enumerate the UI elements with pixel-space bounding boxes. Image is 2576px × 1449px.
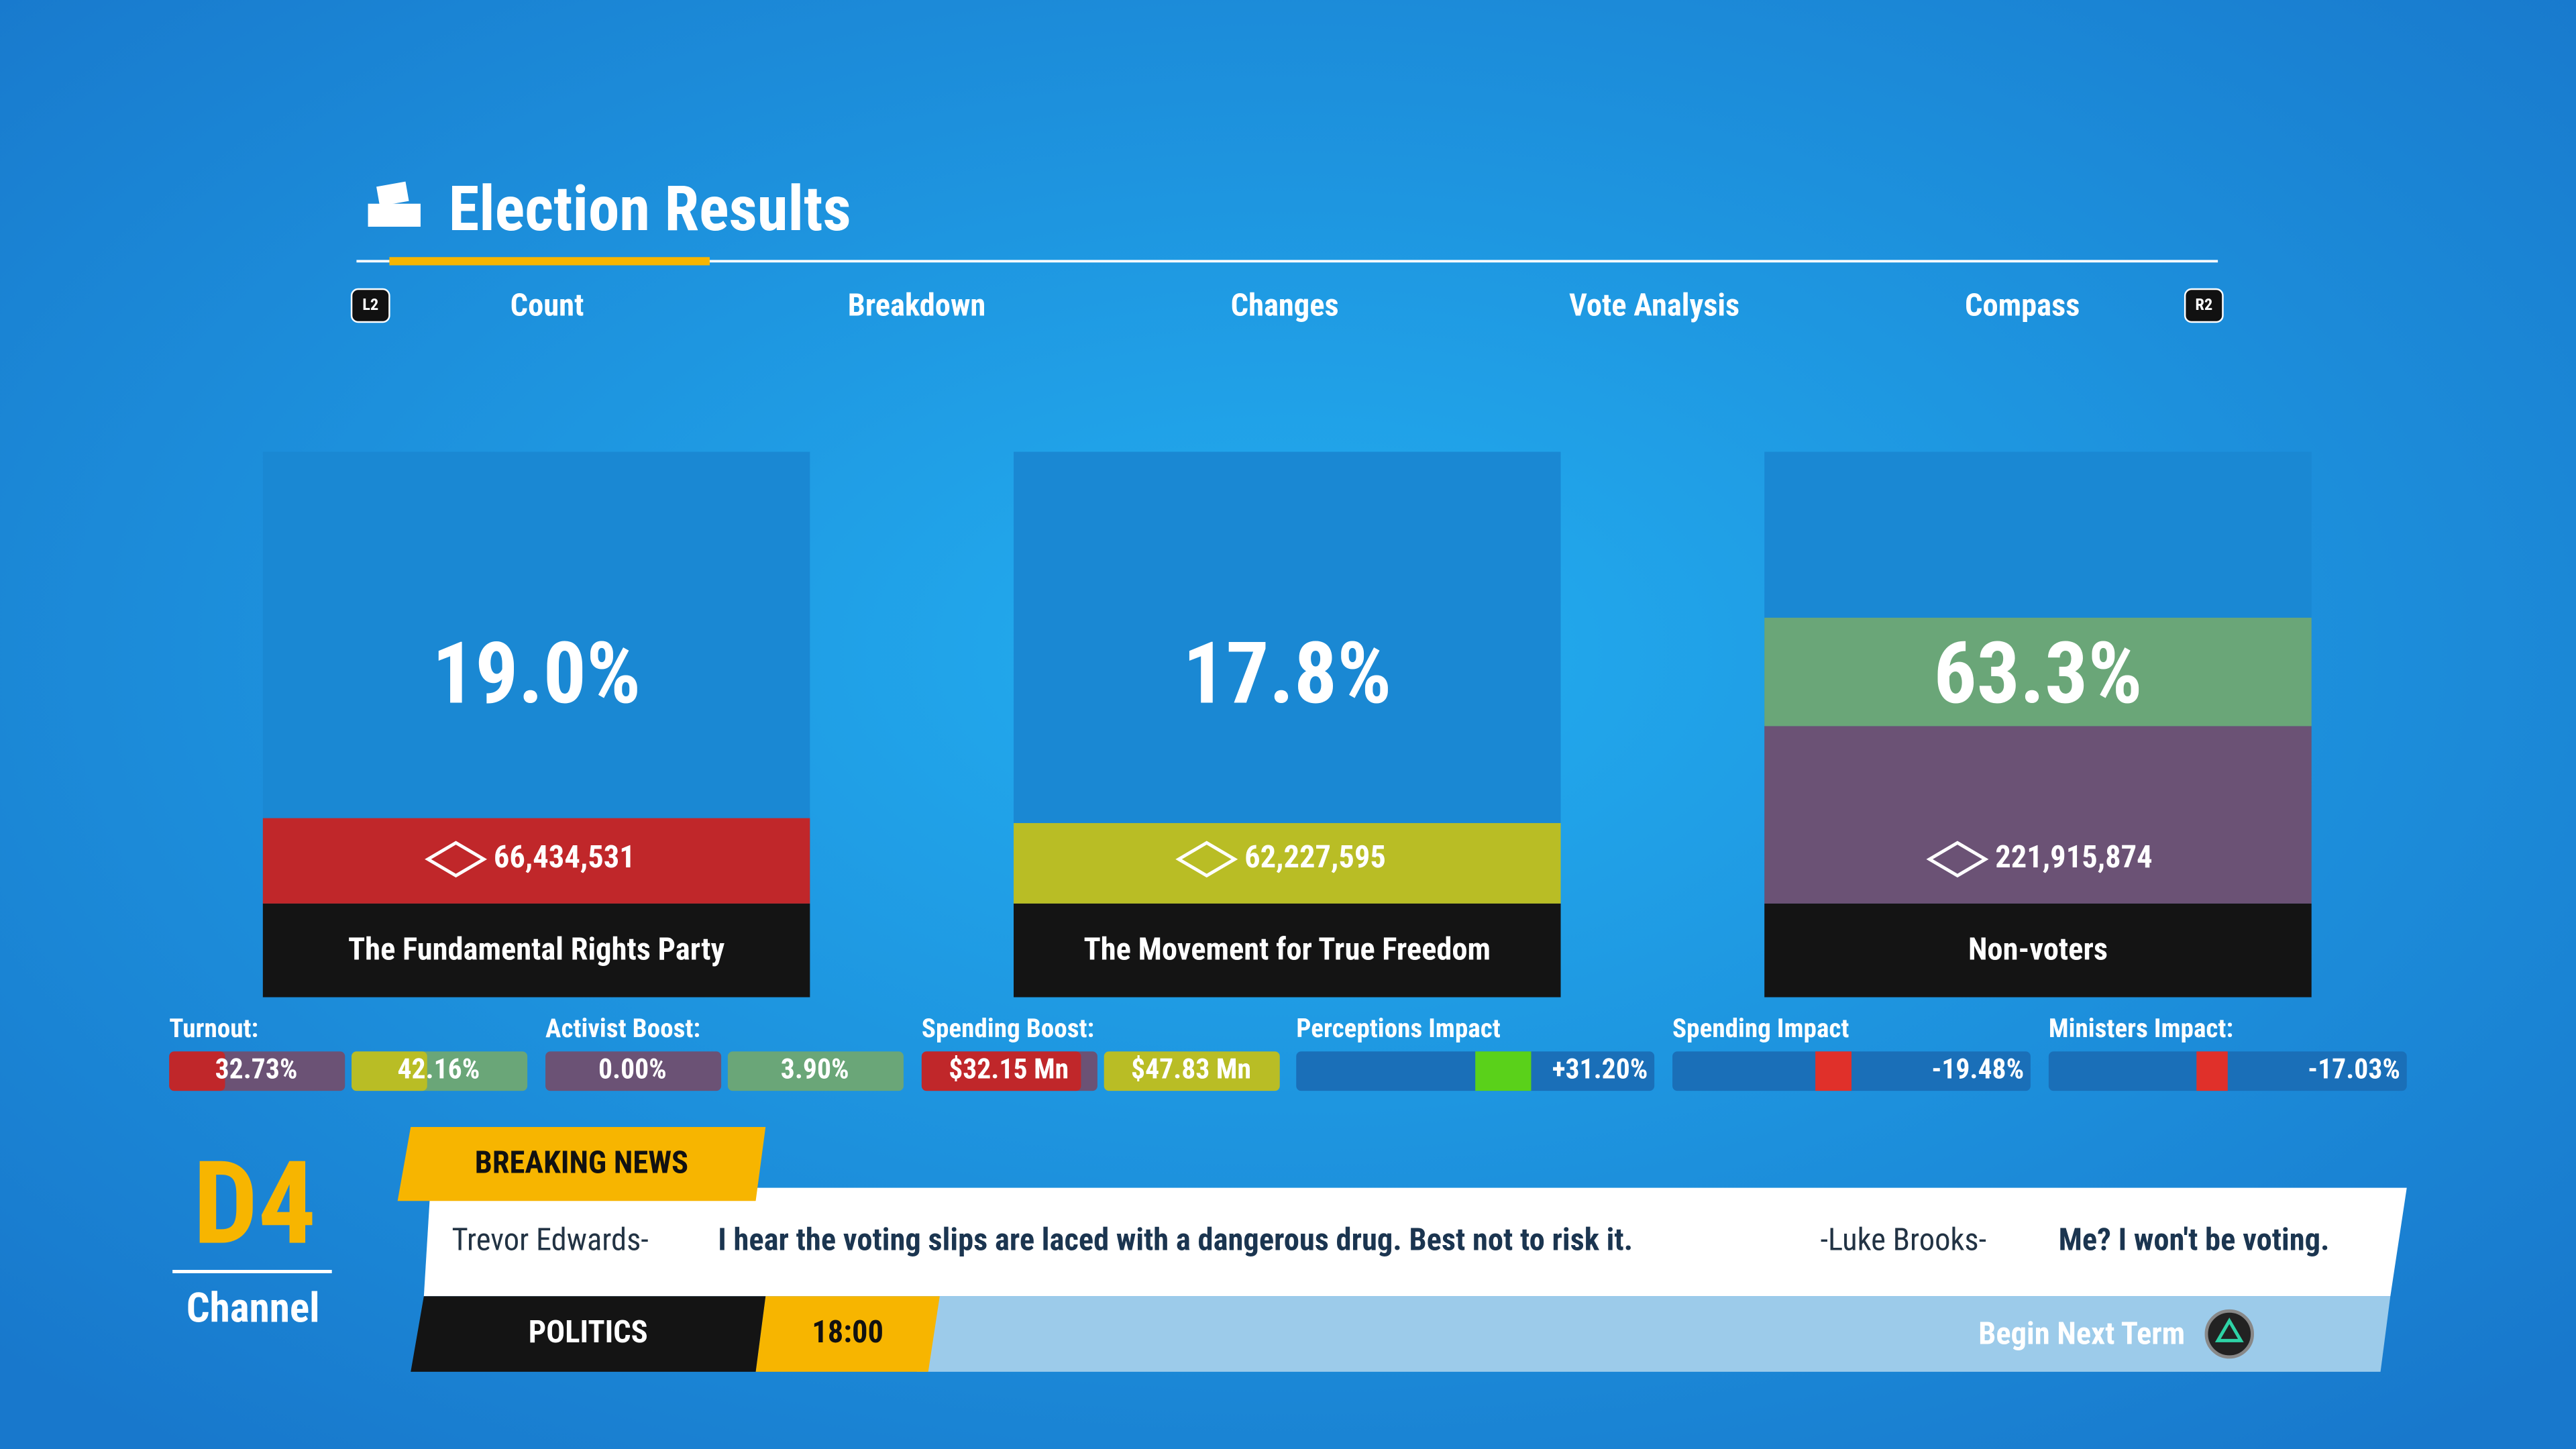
stat-value: -19.48% [1931,1053,2024,1086]
action-label[interactable]: Begin Next Term [1978,1316,2185,1352]
stat-value: $47.83 Mn [1131,1053,1251,1086]
vote-icon [1175,841,1238,878]
r2-label: R2 [2195,294,2212,314]
stat-bar-fill [352,1051,427,1091]
vote-share: 19.0% [432,625,641,724]
stat-bar-fill [921,1051,1081,1091]
page-title: Election Results [449,172,851,246]
tab[interactable]: Vote Analysis [1569,287,1739,323]
impact-marker [1475,1051,1532,1091]
stat-value: -17.03% [2308,1053,2400,1086]
time-band [755,1296,940,1372]
name-band [262,903,810,998]
impact-marker [1815,1051,1851,1091]
stat-value: $32.15 Mn [949,1053,1069,1086]
stat-label: Turnout: [169,1013,258,1044]
breaking-heading: BREAKING NEWS [475,1145,688,1181]
impact-bar [1296,1051,1655,1091]
stat-label: Ministers Impact: [2049,1013,2233,1044]
stat-value: +31.20% [1552,1053,1648,1086]
stat-value: 42.16% [397,1053,480,1086]
vote-count: 66,434,531 [494,839,635,875]
card-band [262,818,810,904]
name-band [1014,903,1561,998]
ticker-band [423,1187,2407,1297]
party-name: The Movement for True Freedom [1083,931,1491,967]
stat-bar-fill [169,1051,225,1091]
vote-share: 63.3% [1933,625,2142,724]
party-name: The Fundamental Rights Party [348,931,725,967]
party-name: Non-voters [1968,931,2108,967]
section-label: POLITICS [529,1314,648,1350]
stat-value: 3.90% [781,1053,849,1086]
tab[interactable]: Changes [1231,287,1339,323]
channel-name: Channel [186,1283,320,1332]
stat-label: Spending Impact [1672,1013,1849,1044]
ballot-icon [368,181,421,227]
triangle-button[interactable] [2204,1309,2254,1359]
quote-text: I hear the voting slips are laced with a… [718,1222,1633,1258]
vote-count: 221,915,874 [1995,839,2152,875]
stat-bar [545,1051,722,1091]
stat-label: Perceptions Impact [1296,1013,1501,1044]
vote-icon [1926,841,1989,878]
quote-speaker: -Luke Brooks- [1820,1222,1986,1258]
l2-label: L2 [362,294,378,314]
tab[interactable]: Count [511,287,584,323]
card-band [1764,617,2312,727]
r2-button[interactable] [2184,288,2224,323]
stat-value: 0.00% [598,1053,667,1086]
stat-value: 32.73% [215,1053,298,1086]
l2-button[interactable] [350,288,390,323]
quote-text: Me? I won't be voting. [2059,1222,2330,1258]
tabs: Count Breakdown Changes Vote Analysis Compas… [511,287,2080,323]
stat-bar [727,1051,904,1091]
breaking-tab [397,1127,766,1201]
stats: Turnout: 32.73% 42.16% Activist Boost: 0.00%… [169,1013,2407,1091]
vote-count: 62,227,595 [1244,839,1386,875]
quote-speaker: Trevor Edwards- [451,1222,648,1258]
name-band [1764,903,2312,998]
tab[interactable]: Breakdown [848,287,986,323]
vote-icon [425,841,488,878]
tab[interactable]: Compass [1965,287,2080,323]
stat-label: Activist Boost: [545,1013,700,1044]
section-band [411,1296,766,1372]
channel-logo: D4 [193,1136,316,1271]
stat-bar [1104,1051,1280,1091]
time-label: 18:00 [812,1314,883,1350]
impact-marker [2196,1051,2228,1091]
cards: 19.0% 66,434,531 The Fundamental Rights Pa… [262,451,2312,998]
stat-label: Spending Boost: [922,1013,1094,1044]
card-band [1014,822,1561,904]
action-band [916,1296,2391,1372]
vote-share: 17.8% [1183,625,1391,724]
card-band [1764,726,2312,904]
